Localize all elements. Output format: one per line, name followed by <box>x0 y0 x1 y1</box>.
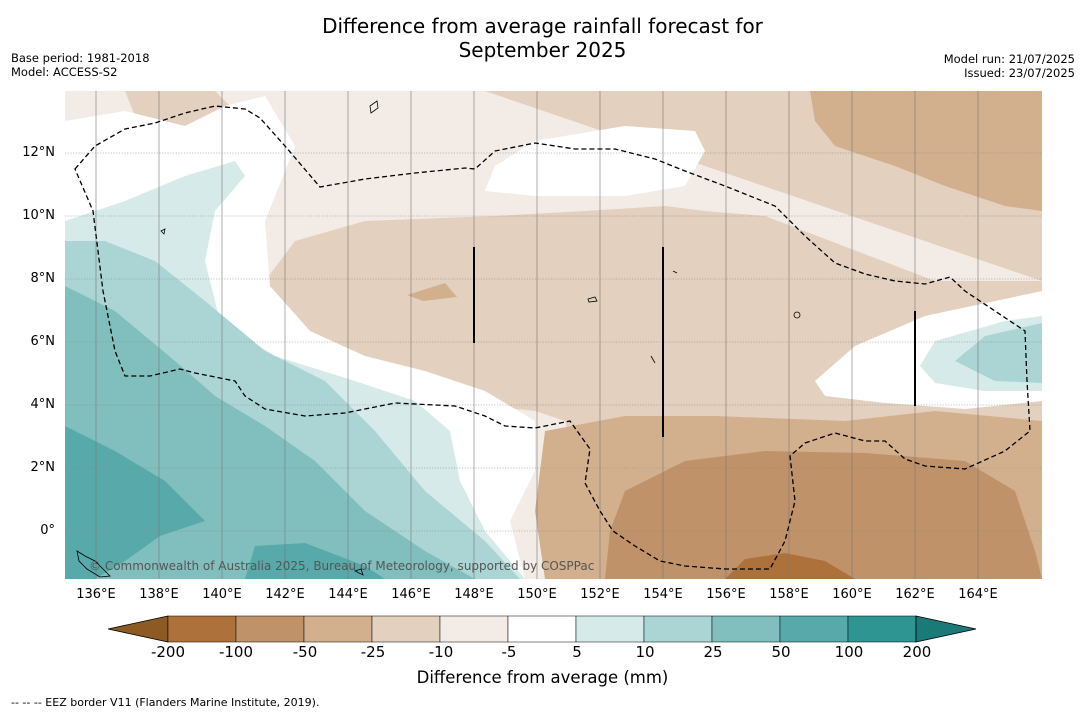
colorbar-segment <box>167 615 237 643</box>
lon-label: 142°E <box>265 587 305 602</box>
colorbar-segment <box>711 615 781 643</box>
eez-border <box>74 105 1031 570</box>
colorbar-tick: -200 <box>150 643 186 661</box>
lon-label: 154°E <box>643 587 683 602</box>
colorbar-tick: 100 <box>834 643 864 661</box>
tan-dark-lower <box>605 451 1042 579</box>
run-info: Model run: 21/07/2025 Issued: 23/07/2025 <box>944 52 1075 80</box>
teal-100-b <box>245 543 385 579</box>
lon-label: 150°E <box>517 587 557 602</box>
colorbar-tick: -10 <box>428 643 454 661</box>
title-line-2: September 2025 <box>458 38 627 62</box>
colorbar-tick: -25 <box>360 643 386 661</box>
graticule <box>65 152 1042 532</box>
teal-east-25 <box>955 323 1042 383</box>
base-period: Base period: 1981-2018 <box>11 51 150 65</box>
colorbar-label: Difference from average (mm) <box>416 668 669 687</box>
lon-label: 156°E <box>706 587 746 602</box>
eez-footnote: -- -- -- EEZ border V11 (Flanders Marine… <box>11 696 320 709</box>
rainfall-map[interactable] <box>65 91 1042 579</box>
lon-label: 136°E <box>76 587 116 602</box>
lat-label: 0° <box>40 523 55 538</box>
colorbar-tick: -5 <box>501 643 517 661</box>
colorbar-tick: 25 <box>703 643 723 661</box>
colorbar-segment <box>847 615 917 643</box>
colorbar-segment <box>643 615 713 643</box>
issued-date: Issued: 23/07/2025 <box>964 66 1075 80</box>
model-info: Base period: 1981-2018 Model: ACCESS-S2 <box>11 51 150 79</box>
colorbar-segment <box>371 615 441 643</box>
lon-label: 140°E <box>202 587 242 602</box>
lon-label: 148°E <box>454 587 494 602</box>
islands <box>76 100 801 578</box>
lat-label: 6°N <box>30 334 56 349</box>
lon-label: 160°E <box>832 587 872 602</box>
colorbar-extension-high <box>915 615 977 643</box>
lat-label: 12°N <box>22 145 55 160</box>
lat-label: 2°N <box>30 460 56 475</box>
colorbar-tick: -100 <box>218 643 254 661</box>
colorbar <box>108 615 977 643</box>
model-run-date: Model run: 21/07/2025 <box>943 52 1075 66</box>
map-title: Difference from average rainfall forecas… <box>0 14 1085 62</box>
colorbar-tick: -50 <box>292 643 318 661</box>
tan-patch-8n <box>407 283 457 301</box>
copyright-notice: © Commonwealth of Australia 2025, Bureau… <box>89 559 595 573</box>
lat-label: 4°N <box>30 397 56 412</box>
teal-100 <box>65 426 205 579</box>
boundary-lines <box>473 247 916 437</box>
colorbar-segment <box>779 615 849 643</box>
lon-label: 138°E <box>139 587 179 602</box>
lon-label: 144°E <box>328 587 368 602</box>
lon-label: 162°E <box>895 587 935 602</box>
colorbar-tick: 5 <box>572 643 582 661</box>
lon-label: 152°E <box>580 587 620 602</box>
colorbar-segment <box>575 615 645 643</box>
lat-label: 10°N <box>22 208 55 223</box>
lon-label: 146°E <box>391 587 431 602</box>
colorbar-segment <box>439 615 509 643</box>
colorbar-segment <box>507 615 577 643</box>
brown-lower <box>725 553 855 579</box>
lon-label: 158°E <box>769 587 809 602</box>
colorbar-tick: 10 <box>635 643 655 661</box>
meridians <box>95 91 979 579</box>
lat-label: 8°N <box>30 271 56 286</box>
colorbar-tick: 200 <box>902 643 932 661</box>
title-line-1: Difference from average rainfall forecas… <box>322 14 763 38</box>
map-canvas <box>65 91 1042 579</box>
lon-label: 164°E <box>958 587 998 602</box>
colorbar-tick: 50 <box>771 643 791 661</box>
white-region-north <box>485 126 705 196</box>
tan-dark-top-right <box>810 91 1042 211</box>
colorbar-extension-low <box>108 615 169 643</box>
colorbar-segment <box>303 615 373 643</box>
model-name: Model: ACCESS-S2 <box>11 65 118 79</box>
colorbar-segment <box>235 615 305 643</box>
